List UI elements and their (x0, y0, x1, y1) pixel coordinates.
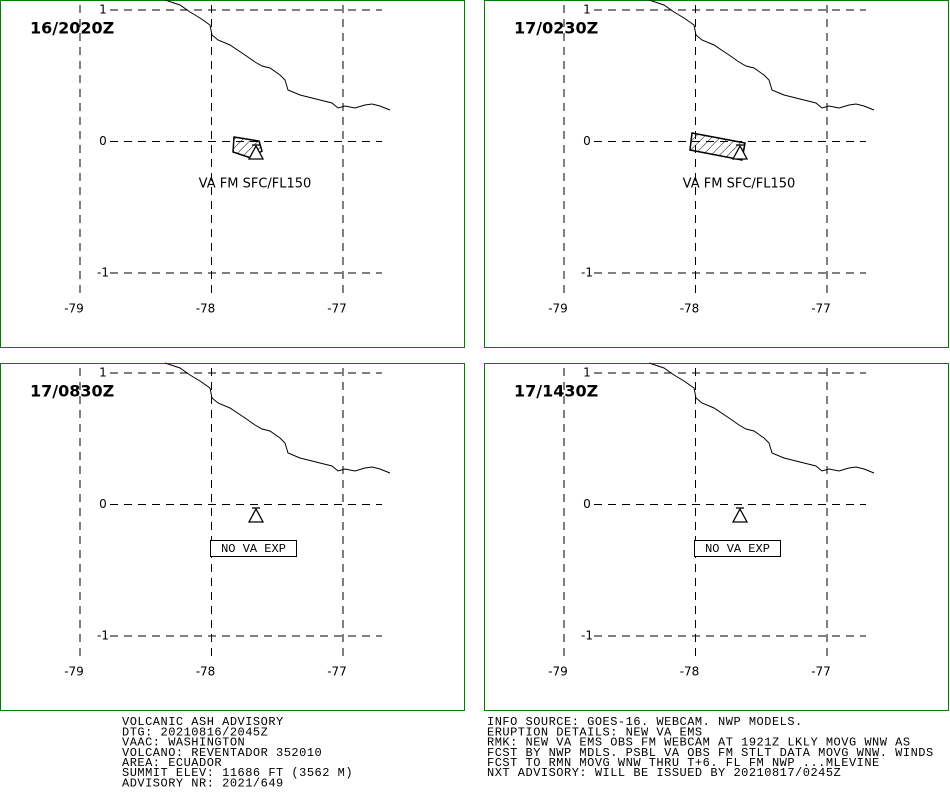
panel-border (484, 363, 949, 711)
lat-label: 1 (99, 3, 107, 17)
valid-time: 17/1430Z (514, 382, 598, 401)
map-panel: -79 -78 -77 1 0 -1 17/0230Z VA FM SFC/FL150 (484, 0, 949, 348)
lat-label: -1 (581, 266, 593, 280)
lon-label: -78 (196, 665, 216, 679)
lat-label: -1 (581, 629, 593, 643)
panel-border (0, 0, 465, 348)
no-ash-label: NO VA EXP (705, 542, 770, 556)
lat-label: 1 (99, 366, 107, 380)
advisory-line: FCST TO RMN MOVG WNW THRU T+6. FL FM NWP… (487, 756, 880, 770)
panel-border (0, 363, 465, 711)
valid-time: 16/2020Z (30, 19, 114, 38)
coastline (648, 0, 875, 111)
label-box (694, 540, 781, 557)
coastline (164, 0, 391, 111)
lon-label: -79 (548, 665, 568, 679)
lat-label: 1 (583, 3, 591, 17)
lon-label: -78 (196, 302, 216, 316)
advisory-line: SUMMIT ELEV: 11686 FT (3562 M) (122, 766, 353, 780)
lat-label: 0 (99, 497, 107, 511)
map-panel: -79 -78 -77 1 0 -1 16/2020Z VA FM SFC/FL150 (0, 0, 465, 348)
ash-area (689, 132, 746, 161)
lat-label: 1 (583, 366, 591, 380)
advisory-line: VOLCANO: REVENTADOR 352010 (122, 746, 322, 760)
lat-label: 0 (583, 134, 591, 148)
volcano-symbol (247, 507, 265, 523)
lon-label: -77 (327, 665, 347, 679)
advisory-line: AREA: ECUADOR (122, 756, 222, 770)
advisory-line: RMK: NEW VA EMS OBS FM WEBCAM AT 1921Z L… (487, 736, 911, 750)
advisory-line: ERUPTION DETAILS: NEW VA EMS (487, 725, 703, 739)
valid-time: 17/0830Z (30, 382, 114, 401)
advisory-line: ADVISORY NR: 2021/649 (122, 776, 284, 790)
volcano-symbol (731, 144, 749, 160)
lon-label: -78 (680, 302, 700, 316)
map-panel: -79 -78 -77 1 0 -1 17/0830Z NO VA EXP (0, 362, 465, 711)
advisory-line: FCST BY NWP MDLS. PSBL VA OBS FM STLT DA… (487, 746, 934, 760)
advisory-line: NXT ADVISORY: WILL BE ISSUED BY 20210817… (487, 766, 841, 780)
lon-label: -79 (64, 302, 84, 316)
lon-label: -77 (811, 665, 831, 679)
advisory-line: VAAC: WASHINGTON (122, 736, 245, 750)
advisory-line: INFO SOURCE: GOES-16. WEBCAM. NWP MODELS… (487, 715, 803, 729)
map-panel: -79 -78 -77 1 0 -1 17/1430Z NO VA EXP (484, 362, 949, 711)
lat-label: -1 (97, 629, 109, 643)
volcano-symbol (731, 507, 749, 523)
panel-border (484, 0, 949, 348)
coastline (164, 362, 391, 474)
lon-label: -77 (811, 302, 831, 316)
lon-label: -79 (548, 302, 568, 316)
lat-label: 0 (99, 134, 107, 148)
advisory-line: DTG: 20210816/2045Z (122, 725, 268, 739)
advisory-line: VOLCANIC ASH ADVISORY (122, 715, 284, 729)
volcano-symbol (247, 144, 265, 160)
no-ash-label: NO VA EXP (221, 542, 286, 556)
ash-label: VA FM SFC/FL150 (199, 177, 312, 192)
ash-label: VA FM SFC/FL150 (683, 177, 796, 192)
lat-label: -1 (97, 266, 109, 280)
lon-label: -78 (680, 665, 700, 679)
coastline (648, 362, 875, 474)
lat-label: 0 (583, 497, 591, 511)
valid-time: 17/0230Z (514, 19, 598, 38)
lon-label: -77 (327, 302, 347, 316)
label-box (210, 540, 297, 557)
lon-label: -79 (64, 665, 84, 679)
